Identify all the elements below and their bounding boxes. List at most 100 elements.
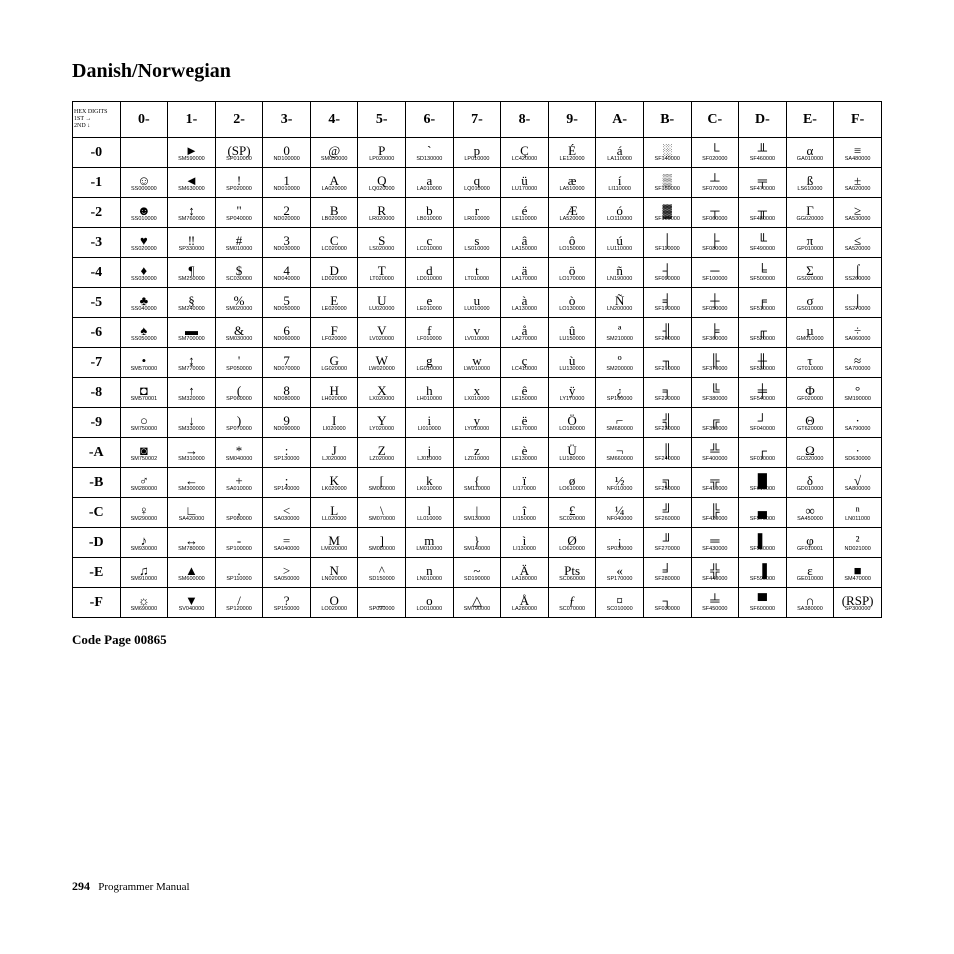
glyph: ╙ bbox=[739, 232, 786, 247]
codepage-cell: úLU110000 bbox=[596, 228, 644, 258]
charcode: SM700000 bbox=[168, 337, 215, 344]
glyph: â bbox=[501, 232, 548, 247]
glyph: ¼ bbox=[596, 502, 643, 517]
charcode: ND040000 bbox=[263, 277, 310, 284]
glyph: . bbox=[216, 562, 263, 577]
glyph: ↑ bbox=[168, 382, 215, 397]
codepage-cell bbox=[120, 138, 168, 168]
codepage-cell: jLJ010000 bbox=[406, 438, 454, 468]
charcode: SF480000 bbox=[739, 217, 786, 224]
codepage-cell: |SM130000 bbox=[453, 498, 501, 528]
codepage-cell: ╢SF200000 bbox=[643, 318, 691, 348]
codepage-cell: ≤SA520000 bbox=[834, 228, 882, 258]
charcode: SF270000 bbox=[644, 547, 691, 554]
charcode: SS260000 bbox=[834, 277, 881, 284]
codepage-cell: ëLE170000 bbox=[501, 408, 549, 438]
charcode: SM060000 bbox=[358, 487, 405, 494]
codepage-cell: >SA050000 bbox=[263, 558, 311, 588]
glyph: ▌ bbox=[739, 532, 786, 547]
glyph: ░ bbox=[644, 142, 691, 157]
glyph: ~ bbox=[454, 562, 501, 577]
codepage-cell: ╩SF400000 bbox=[691, 438, 739, 468]
glyph: ° bbox=[834, 382, 881, 397]
glyph: ë bbox=[501, 412, 548, 427]
glyph: ó bbox=[596, 202, 643, 217]
charcode: SP150000 bbox=[263, 607, 310, 614]
glyph: ï bbox=[501, 472, 548, 487]
charcode: SF160000 bbox=[644, 217, 691, 224]
codepage-cell: 'SP050000 bbox=[215, 348, 263, 378]
codepage-cell: ÖLO180000 bbox=[548, 408, 596, 438]
charcode: LI020000 bbox=[311, 427, 358, 434]
charcode: SP330000 bbox=[168, 247, 215, 254]
charcode: SF210000 bbox=[644, 367, 691, 374]
glyph: F bbox=[311, 322, 358, 337]
codepage-cell: )SP070000 bbox=[215, 408, 263, 438]
glyph: ⌠ bbox=[834, 262, 881, 277]
charcode: LP020000 bbox=[358, 157, 405, 164]
codepage-cell: HLH020000 bbox=[310, 378, 358, 408]
codepage-cell: ΘGT620000 bbox=[786, 408, 834, 438]
glyph: ╕ bbox=[644, 382, 691, 397]
charcode: LU020000 bbox=[358, 307, 405, 314]
codepage-cell: ▒SF150000 bbox=[643, 168, 691, 198]
glyph: ⌐ bbox=[596, 412, 643, 427]
codepage-cell: φGF010001 bbox=[786, 528, 834, 558]
glyph: $ bbox=[216, 262, 263, 277]
charcode: SS050000 bbox=[121, 337, 168, 344]
glyph: + bbox=[216, 472, 263, 487]
codepage-cell: ↨SM770000 bbox=[168, 348, 216, 378]
codepage-cell: ¡SP030000 bbox=[596, 528, 644, 558]
codepage-cell: 5ND050000 bbox=[263, 288, 311, 318]
col-header: 0- bbox=[120, 102, 168, 138]
charcode: LU010000 bbox=[454, 307, 501, 314]
row-header: -9 bbox=[73, 408, 121, 438]
codepage-cell: ◄SM630000 bbox=[168, 168, 216, 198]
codepage-cell: ∙SA790000 bbox=[834, 408, 882, 438]
codepage-cell: éLE110000 bbox=[501, 198, 549, 228]
glyph: ù bbox=[549, 352, 596, 367]
glyph: 8 bbox=[263, 382, 310, 397]
codepage-cell: ULU020000 bbox=[358, 288, 406, 318]
row-header: -7 bbox=[73, 348, 121, 378]
charcode: LW020000 bbox=[358, 367, 405, 374]
codepage-cell: tLT010000 bbox=[453, 258, 501, 288]
glyph: ≡ bbox=[834, 142, 881, 157]
glyph: o bbox=[406, 592, 453, 607]
row-header: -5 bbox=[73, 288, 121, 318]
codepage-cell: ;SP140000 bbox=[263, 468, 311, 498]
codepage-cell: (RSP)SP300000 bbox=[834, 588, 882, 618]
charcode: SP170000 bbox=[596, 577, 643, 584]
glyph: 5 bbox=[263, 292, 310, 307]
codepage-cell: ╣SF230000 bbox=[643, 408, 691, 438]
codepage-cell: rLR010000 bbox=[453, 198, 501, 228]
codepage-cell: ≡SA480000 bbox=[834, 138, 882, 168]
codepage-cell: 6ND060000 bbox=[263, 318, 311, 348]
glyph: ' bbox=[216, 352, 263, 367]
glyph: Y bbox=[358, 412, 405, 427]
charcode: GA010000 bbox=[787, 157, 834, 164]
codepage-cell: 4ND040000 bbox=[263, 258, 311, 288]
charcode: SP080000 bbox=[216, 517, 263, 524]
glyph: ◙ bbox=[121, 442, 168, 457]
charcode: LD020000 bbox=[311, 277, 358, 284]
glyph: l bbox=[406, 502, 453, 517]
charcode: SF030000 bbox=[644, 607, 691, 614]
charcode: SF500000 bbox=[739, 277, 786, 284]
codepage-cell: BLB020000 bbox=[310, 198, 358, 228]
charcode: GO320000 bbox=[787, 457, 834, 464]
codepage-cell: !SP020000 bbox=[215, 168, 263, 198]
charcode: SF540000 bbox=[739, 397, 786, 404]
glyph: ú bbox=[596, 232, 643, 247]
charcode: ND030000 bbox=[263, 247, 310, 254]
charcode: SF100000 bbox=[692, 277, 739, 284]
charcode: LJ010000 bbox=[406, 457, 453, 464]
glyph: O bbox=[311, 592, 358, 607]
glyph: d bbox=[406, 262, 453, 277]
glyph: f bbox=[406, 322, 453, 337]
charcode: SM010000 bbox=[216, 247, 263, 254]
glyph: → bbox=[168, 442, 215, 457]
codepage-cell: ╘SF500000 bbox=[739, 258, 787, 288]
charcode: ND010000 bbox=[263, 187, 310, 194]
glyph: T bbox=[358, 262, 405, 277]
